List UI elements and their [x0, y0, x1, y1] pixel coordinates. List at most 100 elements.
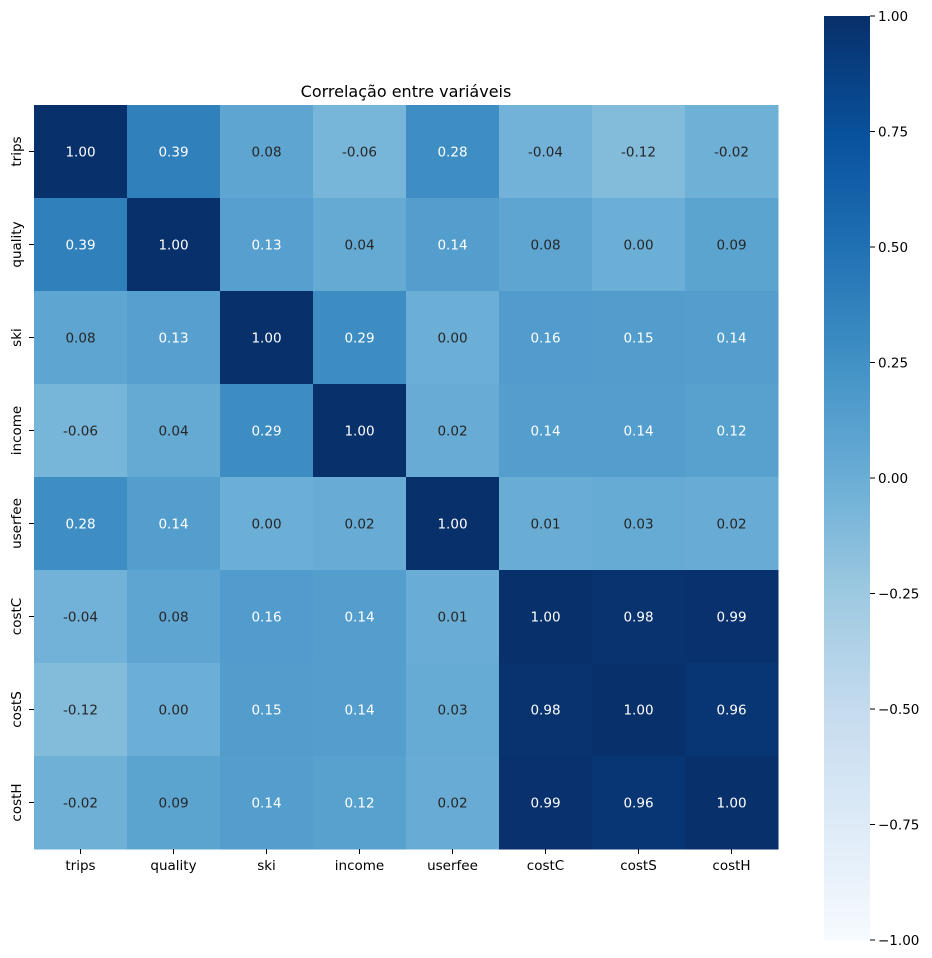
colorbar-segment — [824, 297, 870, 304]
cell-value-label: -0.04 — [63, 610, 98, 626]
heatmap-cell-6-3 — [313, 663, 407, 757]
cell-value-label: 0.16 — [530, 331, 560, 347]
colorbar-segment — [824, 690, 870, 696]
cell-value-label: 0.04 — [158, 424, 188, 440]
cell-value-label: 0.08 — [65, 331, 95, 347]
colorbar-segment — [824, 907, 870, 913]
colorbar-segment — [824, 145, 870, 151]
cell-value-label: 1.00 — [716, 796, 746, 812]
colorbar-segment — [824, 528, 870, 535]
colorbar-segment — [824, 861, 870, 867]
colorbar-segment — [824, 796, 870, 802]
colorbar-segment — [824, 163, 870, 170]
cell-value-label: 0.39 — [158, 145, 188, 161]
colorbar-segment — [824, 903, 870, 909]
colorbar-tick-label: 0.25 — [878, 356, 908, 372]
colorbar-segment — [824, 838, 870, 844]
colorbar-segment — [824, 200, 870, 207]
colorbar-segment — [824, 524, 870, 530]
colorbar-segment — [824, 168, 870, 174]
colorbar-segment — [824, 247, 870, 253]
colorbar-segment — [824, 491, 870, 498]
colorbar-segment — [824, 542, 870, 548]
cell-value-label: 0.01 — [530, 517, 560, 533]
colorbar-segment — [824, 847, 870, 853]
cell-value-label: 0.12 — [344, 796, 374, 812]
heatmap-cell-1-7 — [685, 198, 779, 292]
heatmap-cell-7-0 — [34, 756, 128, 850]
heatmap-cell-2-1 — [127, 291, 221, 385]
colorbar-segment — [824, 362, 870, 368]
colorbar-segment — [824, 579, 870, 585]
colorbar-tick-label: 0.75 — [878, 125, 908, 141]
colorbar-segment — [824, 551, 870, 558]
heatmap-cell-5-1 — [127, 570, 221, 664]
colorbar-segment — [824, 427, 870, 433]
cell-value-label: 0.00 — [437, 331, 467, 347]
cell-value-label: 0.14 — [344, 703, 374, 719]
colorbar-segment — [824, 325, 870, 331]
colorbar-segment — [824, 699, 870, 705]
heatmap-cell-2-6 — [592, 291, 686, 385]
cell-value-label: 0.14 — [530, 424, 560, 440]
cell-value-label: 0.02 — [716, 517, 746, 533]
colorbar-segment — [824, 801, 870, 807]
heatmap-cell-4-0 — [34, 477, 128, 571]
colorbar-segment — [824, 417, 870, 424]
colorbar-tick-label: −0.75 — [878, 818, 919, 834]
colorbar-segment — [824, 237, 870, 243]
colorbar-segment — [824, 16, 870, 22]
heatmap-cell-0-0 — [34, 105, 128, 199]
colorbar-segment — [824, 501, 870, 507]
cell-value-label: 0.03 — [623, 517, 653, 533]
colorbar-segment — [824, 367, 870, 373]
heatmap-cell-5-2 — [220, 570, 314, 664]
colorbar-segment — [824, 667, 870, 673]
cell-value-label: 0.16 — [251, 610, 281, 626]
colorbar-segment — [824, 598, 870, 604]
colorbar-segment — [824, 875, 870, 881]
colorbar-segment — [824, 344, 870, 350]
cell-value-label: -0.02 — [714, 145, 749, 161]
cell-value-label: 1.00 — [344, 424, 374, 440]
colorbar-segment — [824, 99, 870, 105]
colorbar-segment — [824, 385, 870, 391]
x-tick-label: costS — [620, 858, 657, 874]
colorbar-tick-label: 0.00 — [878, 471, 908, 487]
colorbar-segment — [824, 745, 870, 752]
colorbar-segment — [824, 113, 870, 119]
colorbar-segment — [824, 487, 870, 493]
cell-value-label: 1.00 — [530, 610, 560, 626]
colorbar-segment — [824, 270, 870, 276]
colorbar-segment — [824, 755, 870, 761]
colorbar-segment — [824, 741, 870, 747]
y-tick-label: ski — [9, 328, 25, 347]
colorbar-segment — [824, 431, 870, 438]
colorbar-segment — [824, 464, 870, 470]
colorbar-segment — [824, 644, 870, 650]
colorbar-segment — [824, 478, 870, 484]
heatmap-cell-0-4 — [406, 105, 500, 199]
heatmap-cell-3-2 — [220, 384, 314, 478]
colorbar-segment — [824, 810, 870, 816]
colorbar-segment — [824, 399, 870, 405]
colorbar-segment — [824, 177, 870, 183]
cell-value-label: 0.14 — [251, 796, 281, 812]
cell-value-label: 0.28 — [65, 517, 95, 533]
colorbar-segment — [824, 565, 870, 571]
heatmap-cell-0-3 — [313, 105, 407, 199]
heatmap-cell-1-0 — [34, 198, 128, 292]
colorbar-segment — [824, 186, 870, 193]
colorbar-segment — [824, 912, 870, 918]
colorbar-segment — [824, 764, 870, 770]
colorbar-segment — [824, 394, 870, 401]
x-tick-label: ski — [257, 858, 276, 874]
heatmap-cell-7-1 — [127, 756, 221, 850]
x-tick-label: costH — [712, 858, 750, 874]
colorbar-segment — [824, 732, 870, 738]
colorbar-segment — [824, 173, 870, 179]
heatmap-cell-3-5 — [499, 384, 593, 478]
colorbar-segment — [824, 621, 870, 627]
heatmap-cell-2-3 — [313, 291, 407, 385]
cell-value-label: 0.00 — [158, 703, 188, 719]
